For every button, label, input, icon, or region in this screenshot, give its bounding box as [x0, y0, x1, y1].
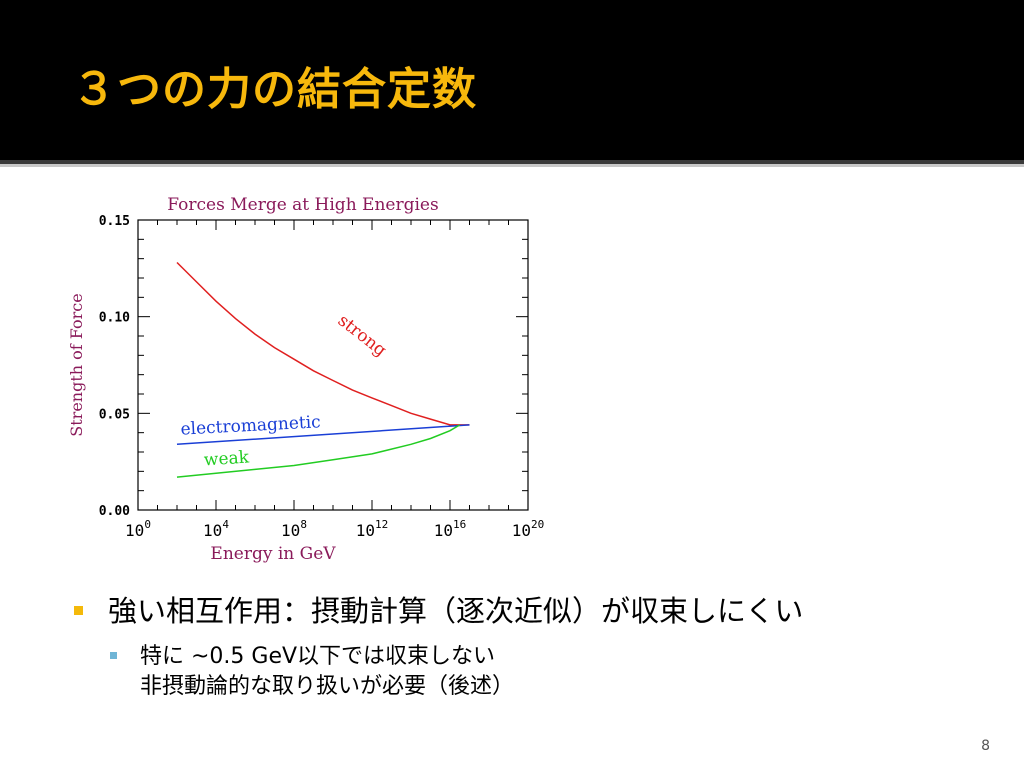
coupling-constant-chart: 0.00 0.05 0.10 0.15 100 104 108 1012 1016 1020 For…: [60, 188, 560, 568]
x-tick-label: 1020: [512, 518, 545, 540]
sub-bullet-line-1: 特に ~0.5 GeV以下では収束しない: [140, 644, 496, 669]
y-tick-label: 0.15: [99, 214, 130, 229]
x-tick-label: 1012: [356, 518, 389, 540]
bullet-marker: [74, 606, 83, 615]
y-tick-label: 0.00: [99, 504, 130, 519]
x-tick-label: 1016: [434, 518, 467, 540]
bullet-text: 強い相互作用：摂動計算（逐次近似）が収束しにくい: [108, 594, 804, 628]
y-tick-label: 0.10: [99, 311, 130, 326]
x-tick-label: 108: [281, 518, 307, 540]
series-line-strong: [176, 261, 470, 426]
title-divider-shadow: [0, 164, 1024, 167]
series-line-weak: [176, 424, 461, 478]
series-label-strong: strong: [334, 311, 390, 361]
x-axis-label: Energy in GeV: [210, 544, 336, 564]
plot-frame: [137, 219, 529, 511]
x-tick-label: 104: [203, 518, 229, 540]
title-divider: [0, 160, 1024, 164]
series-label-weak: weak: [203, 447, 250, 470]
page-number: 8: [981, 738, 990, 754]
chart-svg: 0.00 0.05 0.10 0.15 100 104 108 1012 1016 1020 For…: [67, 195, 545, 564]
chart-title: Forces Merge at High Energies: [167, 195, 438, 215]
y-tick-label: 0.05: [99, 407, 130, 422]
slide-title: ３つの力の結合定数: [72, 64, 477, 115]
series-line-electromagnetic: [176, 424, 470, 446]
title-bar: ３つの力の結合定数: [0, 0, 1024, 160]
x-tick-label: 100: [125, 518, 151, 540]
sub-bullet-marker: [110, 652, 117, 659]
y-axis-label: Strength of Force: [67, 293, 86, 436]
sub-bullet-line-2: 非摂動論的な取り扱いが必要（後述）: [140, 674, 515, 699]
